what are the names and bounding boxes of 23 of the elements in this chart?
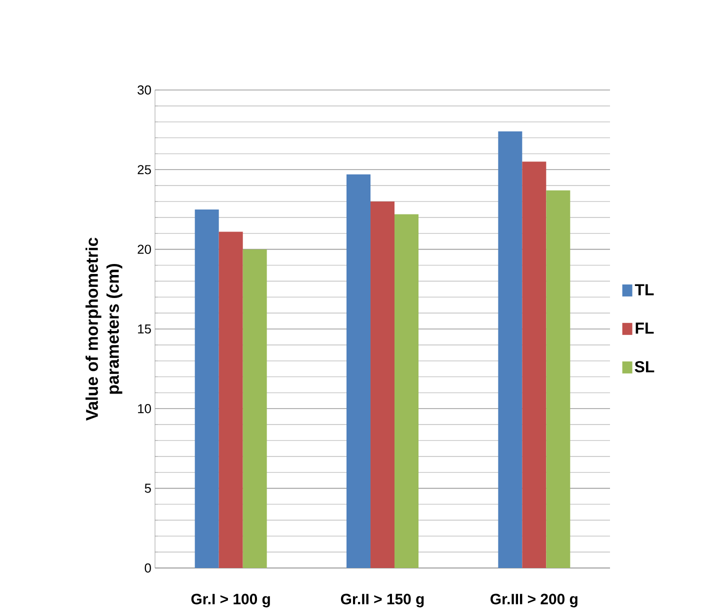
bar [498, 131, 522, 568]
bar [522, 162, 546, 568]
y-tick-label: 25 [138, 165, 151, 174]
bar [194, 209, 219, 568]
legend-label: SL [634, 361, 654, 372]
x-tick-label: Gr.III > 200 g [490, 594, 578, 608]
legend-label: FL [636, 322, 654, 334]
bar [218, 232, 243, 568]
x-tick-label: Gr.I > 100 g [191, 594, 270, 608]
y-tick-label: 5 [144, 484, 151, 493]
y-tick-label: 10 [138, 404, 151, 414]
bar [346, 174, 371, 568]
y-tick-label: 20 [138, 244, 151, 254]
bar [242, 249, 267, 568]
bar [394, 214, 419, 568]
legend-label: TL [634, 284, 654, 296]
x-tick-label: Gr.II > 150 g [340, 594, 424, 608]
y-axis-title: Value of morphometric parameters (cm) [86, 238, 122, 421]
bar [370, 202, 395, 568]
y-tick-label: 15 [138, 324, 151, 334]
bar [546, 190, 570, 568]
y-tick-label: 30 [138, 85, 151, 95]
y-tick-label: 0 [144, 563, 151, 573]
